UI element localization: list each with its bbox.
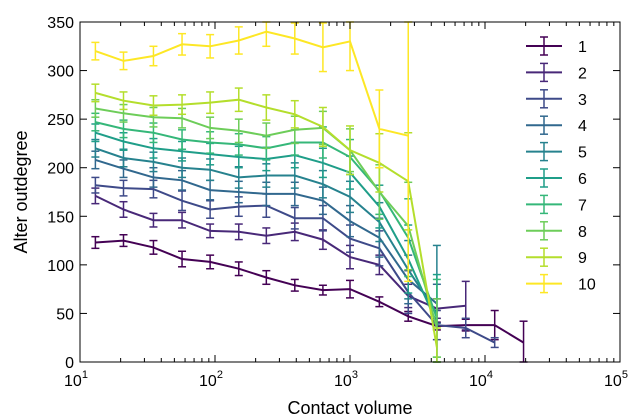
x-tick-label: 105 [604, 369, 628, 390]
legend-background [512, 28, 612, 302]
x-tick-label: 103 [334, 369, 358, 390]
legend-item-8: 8 [526, 221, 587, 241]
legend-item-10: 10 [526, 273, 596, 294]
series-line-2 [94, 194, 466, 310]
error-bar [346, 21, 354, 72]
y-tick-label: 100 [47, 258, 74, 275]
x-tick-label: 102 [199, 369, 223, 390]
legend-label: 4 [578, 118, 587, 135]
series-layer [91, 21, 528, 363]
legend-item-4: 4 [526, 115, 587, 135]
legend: 1 2 3 4 5 6 7 8 9 10 [512, 28, 612, 302]
y-tick-label: 350 [47, 15, 74, 32]
legend-label: 10 [578, 277, 596, 294]
error-bar [262, 21, 271, 48]
y-tick-label: 200 [47, 161, 74, 178]
legend-label: 2 [578, 65, 587, 82]
y-tick-label: 250 [47, 112, 74, 129]
y-axis-label: Alter outdegree [11, 130, 31, 253]
legend-label: 9 [578, 250, 587, 267]
legend-item-9: 9 [526, 247, 587, 267]
legend-item-2: 2 [526, 62, 587, 82]
legend-label: 7 [578, 197, 587, 214]
legend-item-1: 1 [526, 36, 587, 56]
x-tick-label: 101 [64, 369, 88, 390]
y-tick-label: 0 [65, 355, 74, 372]
legend-label: 3 [578, 92, 587, 109]
x-axis-label: Contact volume [287, 398, 412, 418]
legend-item-3: 3 [526, 89, 587, 109]
legend-item-6: 6 [526, 168, 587, 188]
series-line-10 [95, 30, 409, 137]
y-tick-label: 50 [56, 306, 74, 323]
legend-label: 8 [578, 224, 587, 241]
series-10 [91, 21, 413, 283]
x-tick-label: 104 [469, 369, 493, 390]
series-1 [91, 233, 528, 363]
legend-label: 6 [578, 171, 587, 188]
legend-label: 5 [578, 145, 587, 162]
error-bar [404, 21, 413, 283]
y-tick-label: 150 [47, 209, 74, 226]
legend-item-7: 7 [526, 194, 587, 214]
legend-label: 1 [578, 39, 587, 56]
y-tick-label: 300 [47, 64, 74, 81]
legend-item-5: 5 [526, 141, 587, 162]
